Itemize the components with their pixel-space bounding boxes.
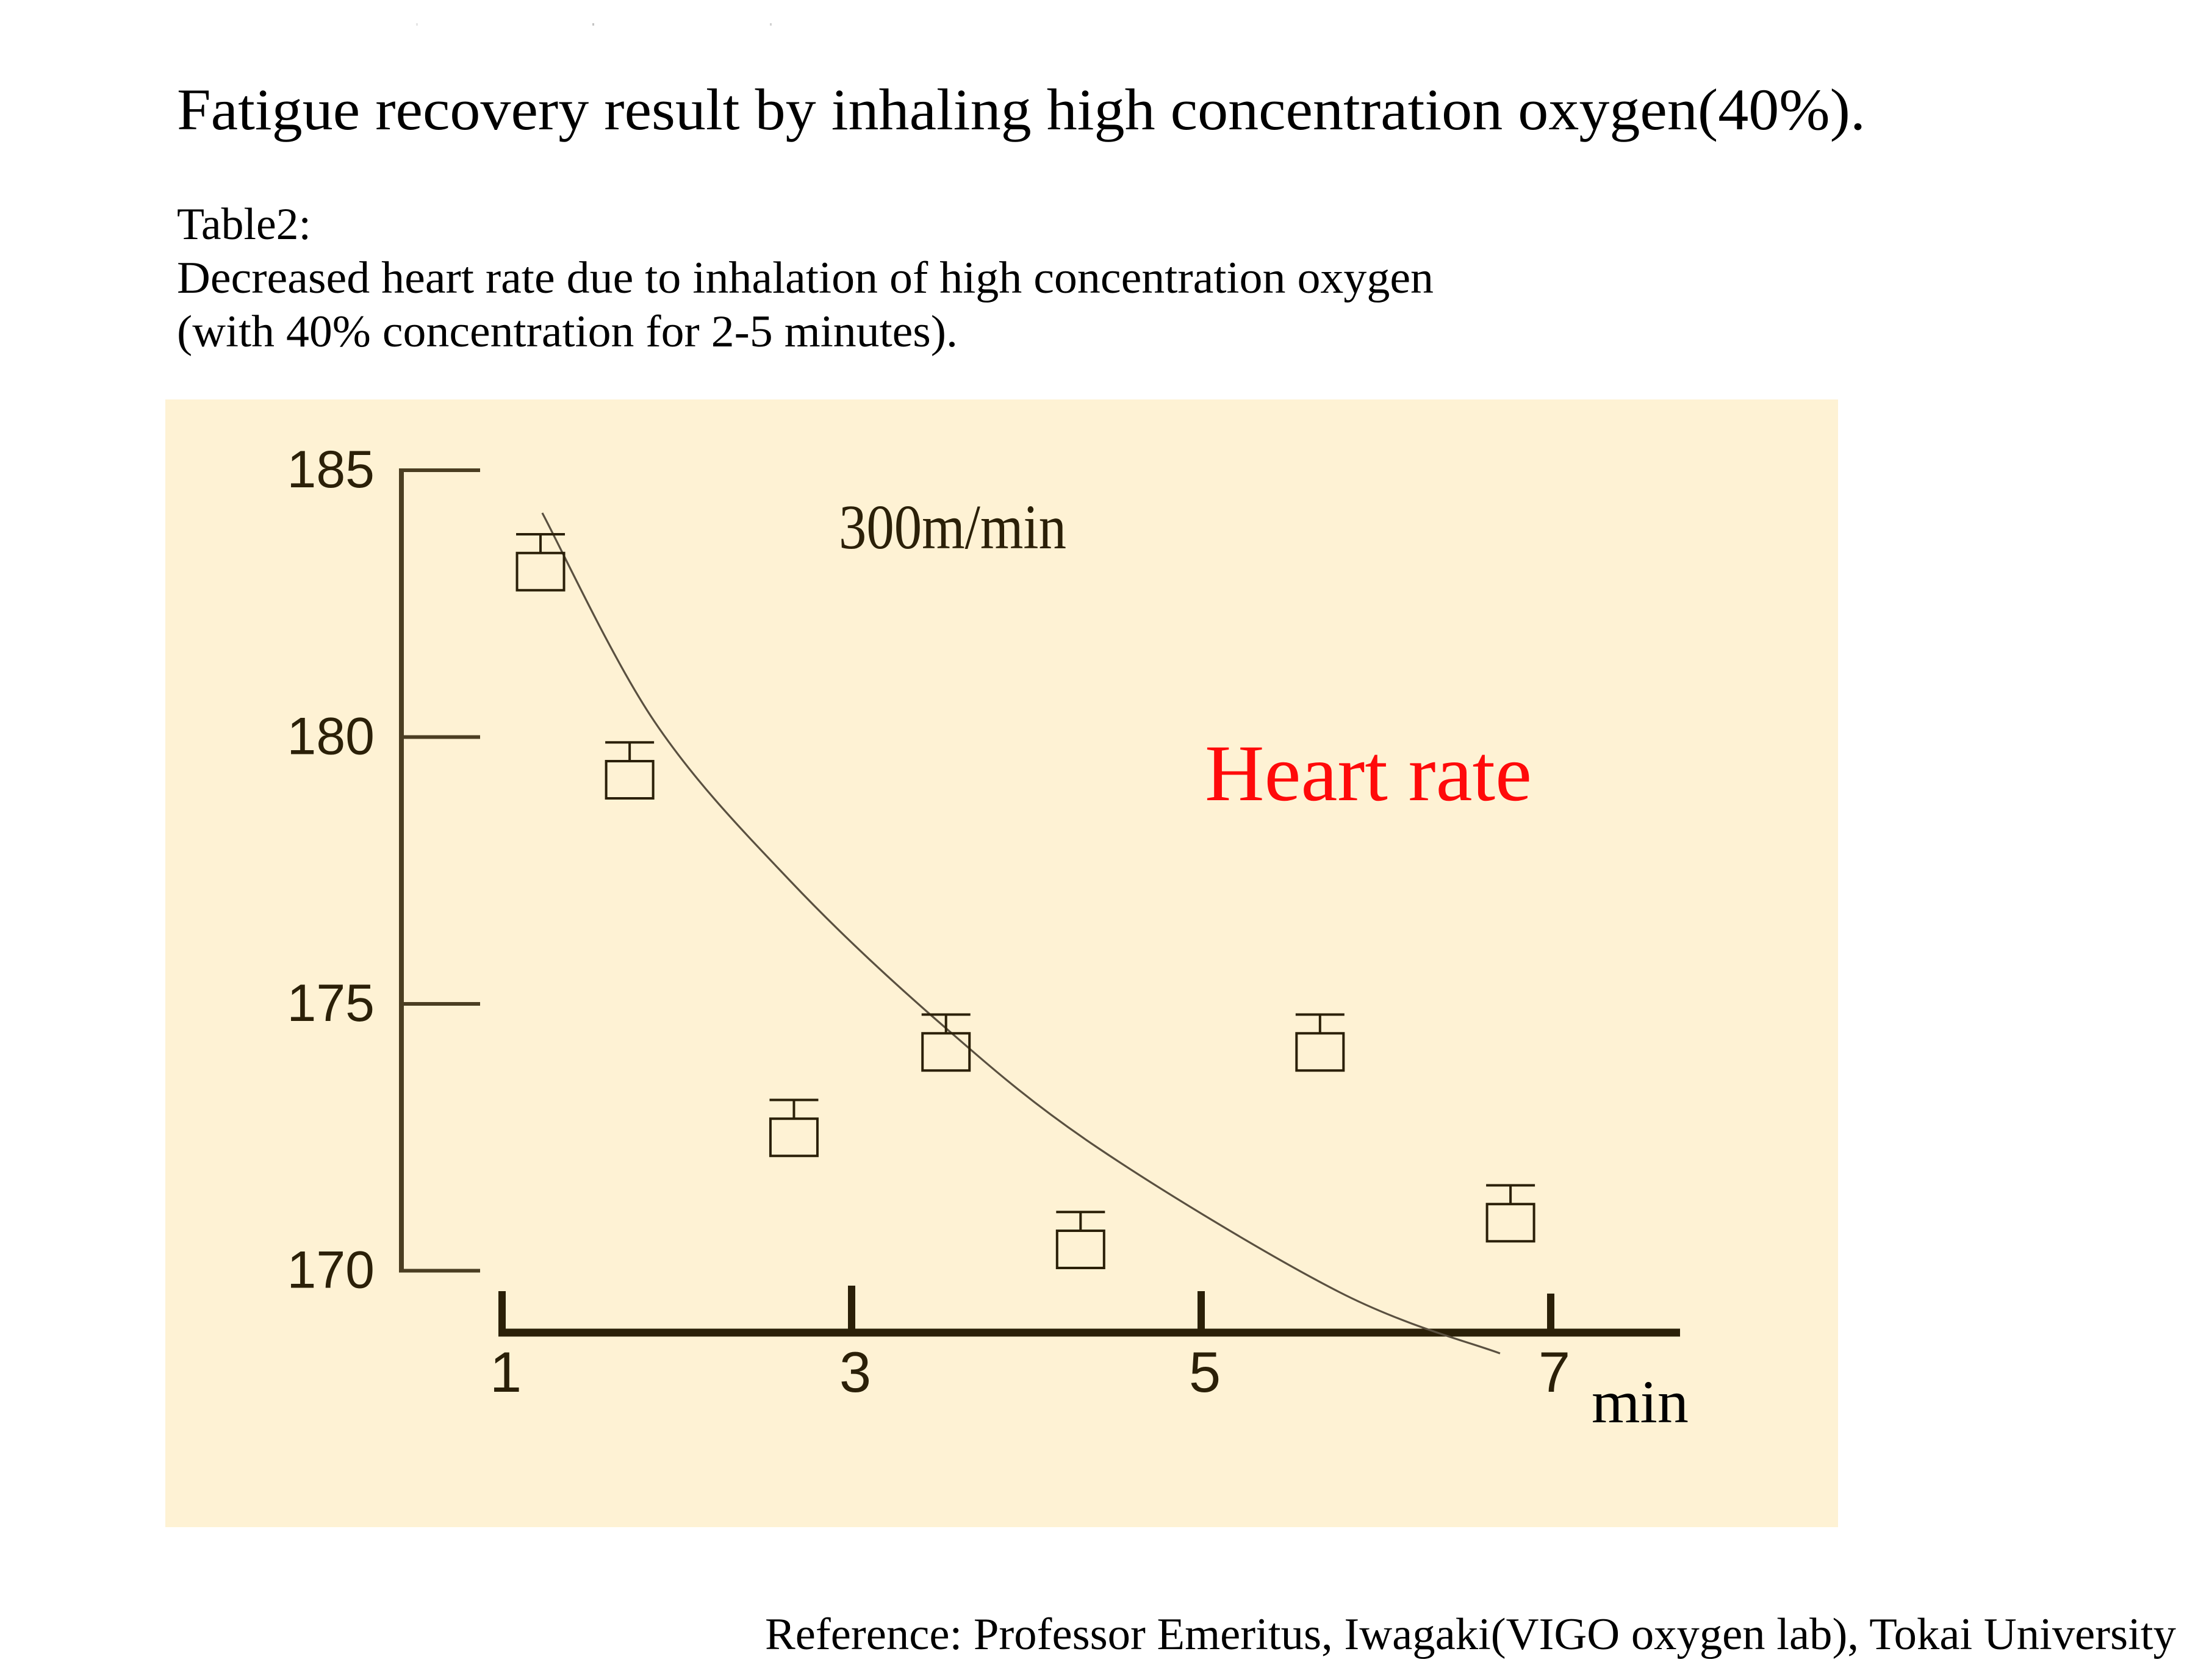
top-specks [416, 23, 772, 26]
page-title: Fatigue recovery result by inhaling high… [177, 77, 1865, 142]
square-marker [1485, 1203, 1535, 1243]
data-point [1295, 1013, 1345, 1072]
data-point [921, 1013, 971, 1072]
data-point [769, 1098, 819, 1158]
caption-line-2: (with 40% concentration for 2-5 minutes)… [177, 307, 958, 357]
speck [416, 23, 418, 26]
x-tick-label: 5 [1189, 1340, 1221, 1404]
trend-curve-layer [541, 512, 1501, 1355]
speck [770, 23, 772, 26]
x-tick-label: 1 [490, 1340, 522, 1404]
heart-rate-chart: 185 180 175 170 1 3 5 7 300m/min Heart rate mi… [165, 399, 1838, 1527]
y-tick-label: 170 [287, 1241, 375, 1300]
x-axis-unit-label: min [1592, 1368, 1689, 1436]
data-point [605, 741, 655, 800]
y-axis: 185 180 175 170 [287, 440, 480, 1300]
x-tick-label: 3 [839, 1340, 871, 1404]
table-label: Table2: [177, 199, 311, 249]
y-tick-label: 180 [287, 707, 375, 766]
caption-line-1: Decreased heart rate due to inhalation o… [177, 253, 1434, 303]
data-point [1055, 1211, 1105, 1269]
square-marker [769, 1117, 819, 1158]
square-marker [1055, 1230, 1105, 1269]
square-marker [921, 1032, 971, 1072]
data-markers [515, 533, 1535, 1269]
x-tick-label: 7 [1539, 1340, 1570, 1404]
square-marker [1295, 1032, 1345, 1072]
reference-note: Reference: Professor Emeritus, Iwagaki(V… [765, 1610, 2176, 1660]
square-marker [515, 551, 566, 592]
series-label-heart-rate: Heart rate [1205, 728, 1532, 818]
data-point [515, 533, 566, 592]
chart-background [165, 399, 1838, 1527]
x-axis: 1 3 5 7 [490, 1286, 1680, 1404]
condition-annotation: 300m/min [839, 492, 1066, 562]
trend-curve [541, 512, 1501, 1355]
speck [592, 23, 594, 26]
data-point [1485, 1184, 1535, 1243]
y-tick-label: 175 [287, 974, 375, 1033]
y-tick-label: 185 [287, 440, 375, 499]
square-marker [605, 760, 655, 800]
